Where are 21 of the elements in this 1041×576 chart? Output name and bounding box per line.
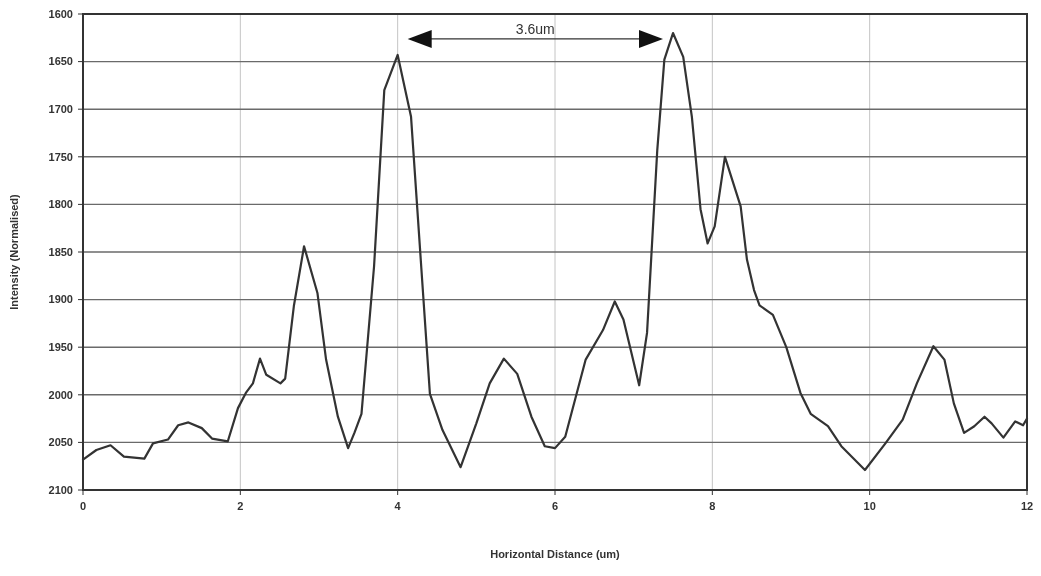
y-tick-label: 1950	[48, 341, 73, 354]
y-tick-label: 2000	[48, 388, 73, 401]
x-tick-label: 6	[551, 500, 559, 512]
y-tick-label: 1700	[48, 103, 73, 116]
y-tick-label: 2050	[48, 436, 73, 449]
y-tick-label: 1800	[48, 198, 73, 211]
x-tick-label: 0	[79, 500, 87, 512]
x-tick-label: 10	[863, 500, 876, 512]
y-axis-title: Intensity (Normalised)	[8, 193, 20, 310]
y-tick-label: 2100	[48, 483, 73, 496]
x-axis-title: Horizontal Distance (um)	[490, 548, 621, 560]
y-tick-label: 1750	[48, 150, 73, 163]
y-tick-label: 1650	[48, 55, 73, 68]
x-tick-label: 12	[1020, 500, 1034, 512]
x-tick-label: 4	[394, 500, 402, 512]
y-tick-label: 1600	[48, 7, 73, 20]
y-tick-label: 1900	[48, 293, 73, 306]
x-tick-label: 8	[709, 500, 716, 512]
y-tick-label: 1850	[48, 245, 73, 258]
annotation: 3.6um	[515, 20, 555, 37]
x-tick-label: 2	[237, 500, 244, 512]
